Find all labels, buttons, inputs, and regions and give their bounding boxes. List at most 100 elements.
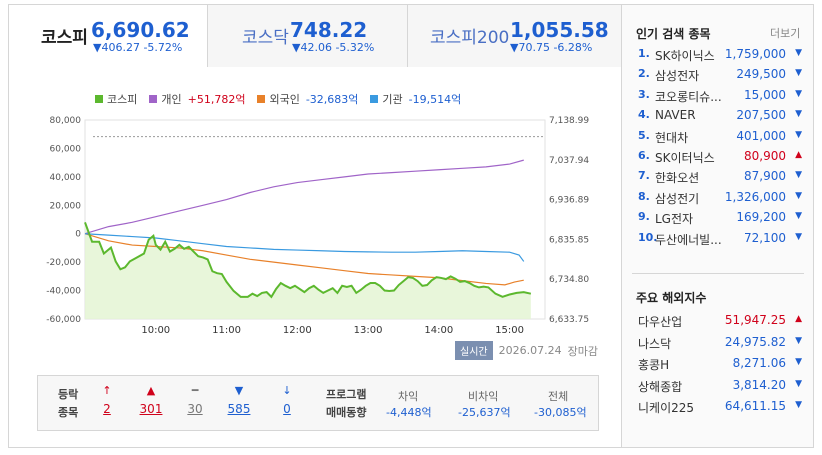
world-index-name[interactable]: 나스닥 [638, 336, 672, 351]
down-triangle-icon: ▼ [795, 231, 802, 242]
world-index-item[interactable]: 나스닥 24,975.82 ▼ [638, 335, 804, 355]
popular-item[interactable]: 5. 현대차 401,000 ▼ [638, 129, 804, 149]
popular-item[interactable]: 7. 한화오션 87,900 ▼ [638, 169, 804, 189]
world-index-name[interactable]: 홍콩H [638, 358, 670, 372]
falling-icon: ▼ [234, 384, 244, 397]
unchanged-count[interactable]: 30 [187, 402, 203, 416]
upper-limit-icon: ↑ [102, 384, 112, 397]
y-left-tick-label: 80,000 [50, 116, 82, 126]
series-line-기관 [84, 233, 525, 262]
tab-kosdaq[interactable]: 코스닥 748.22 ▼42.06 -5.32% [207, 5, 407, 67]
rank-number: 10. [638, 230, 658, 244]
world-index-value: 3,814.20 [732, 377, 786, 392]
popular-item[interactable]: 9. LG전자 169,200 ▼ [638, 210, 804, 230]
y-left-tick-label: 40,000 [50, 173, 82, 183]
tab-kosdaq-change: ▼42.06 -5.32% [292, 41, 375, 54]
right-sidebar: 인기 검색 종목 더보기 1. SK하이닉스 1,759,000 ▼ 2. 삼성전자 249… [621, 5, 813, 447]
program-nonarbitrage-head: 비차익 [468, 390, 499, 403]
stock-name[interactable]: 코오롱티슈... [655, 89, 722, 104]
realtime-info: 실시간 2026.07.24 장마감 [455, 341, 598, 360]
chart-legend: 코스피 개인 +51,782억 외국인 -32,683억 기관 -19,514억 [95, 91, 461, 107]
realtime-badge[interactable]: 실시간 [455, 341, 493, 360]
legend-item-individual[interactable]: 개인 +51,782억 [149, 91, 245, 107]
legend-name-individual: 개인 [161, 93, 182, 106]
down-triangle-icon: ▼ [795, 211, 802, 222]
stock-name[interactable]: NAVER [655, 108, 696, 123]
more-link[interactable]: 더보기 [770, 27, 801, 40]
rank-number: 6. [638, 149, 650, 162]
legend-value-individual: +51,782억 [187, 93, 246, 106]
tab-kosdaq-value: 748.22 [290, 18, 368, 42]
stock-price: 15,000 [744, 87, 786, 102]
legend-name-institution: 기관 [382, 93, 403, 106]
falling-count[interactable]: 585 [227, 402, 251, 416]
legend-swatch-individual [149, 95, 158, 103]
market-breadth-box: 등락 종목 ↑ 2 ▲ 301 ━ 30 ▼ 585 ↓ 0 프로그램 [37, 375, 599, 431]
legend-swatch-kospi [95, 95, 103, 103]
stock-name[interactable]: 한화오션 [655, 171, 700, 186]
kospi-area [85, 222, 531, 319]
world-index-value: 51,947.25 [724, 313, 786, 327]
down-triangle-icon: ▼ [795, 335, 802, 346]
y-right-tick-label: 6,835.85 [549, 235, 589, 245]
popular-title: 인기 검색 종목 [636, 27, 711, 41]
y-right-tick-label: 7,037.94 [549, 156, 589, 166]
breadth-unchanged: ━ 30 [180, 384, 210, 416]
popular-item[interactable]: 2. 삼성전자 249,500 ▼ [638, 67, 804, 87]
tab-kospi200-change: ▼70.75 -6.28% [510, 41, 593, 54]
world-index-item[interactable]: 다우산업 51,947.25 ▲ [638, 313, 804, 333]
world-index-name[interactable]: 다우산업 [638, 315, 683, 329]
world-index-value: 8,271.06 [732, 356, 786, 370]
upper-limit-count[interactable]: 2 [103, 402, 111, 416]
popular-item[interactable]: 10. 두산에너빌... 72,100 ▼ [638, 231, 804, 251]
series-line-개인 [84, 159, 524, 235]
stock-name[interactable]: SK이터닉스 [655, 151, 715, 165]
tab-kospi[interactable]: 코스피 6,690.62 ▼406.27 -5.72% [9, 5, 207, 67]
popular-item[interactable]: 6. SK이터닉스 80,900 ▲ [638, 149, 804, 169]
world-index-name[interactable]: 니케이225 [638, 401, 695, 415]
y-left-tick-label: -60,000 [46, 315, 81, 325]
stock-name[interactable]: SK하이닉스 [655, 49, 715, 63]
lower-limit-count[interactable]: 0 [283, 402, 291, 416]
rising-icon: ▲ [146, 384, 156, 397]
tab-kospi200[interactable]: 코스피200 1,055.58 ▼70.75 -6.28% [407, 5, 621, 67]
legend-item-institution[interactable]: 기관 -19,514억 [370, 91, 461, 107]
program-arbitrage-head: 차익 [398, 390, 419, 403]
program-total-head: 전체 [548, 390, 569, 403]
stock-price: 207,500 [736, 108, 786, 123]
market-status: 장마감 [567, 344, 598, 358]
legend-item-kospi[interactable]: 코스피 [95, 91, 137, 107]
rank-number: 9. [638, 210, 650, 224]
intraday-chart[interactable]: 80,000 60,000 40,000 20,000 0 -20,000 -40,000 -… [9, 105, 621, 335]
program-arbitrage-value: -4,448억 [386, 406, 432, 419]
popular-item[interactable]: 4. NAVER 207,500 ▼ [638, 108, 804, 128]
x-tick-label: 10:00 [141, 325, 170, 335]
popular-item[interactable]: 3. 코오롱티슈... 15,000 ▼ [638, 88, 804, 108]
y-left-tick-label: 0 [75, 230, 81, 240]
y-right-tick-label: 6,734.80 [549, 275, 589, 285]
stock-price: 72,100 [744, 230, 786, 245]
stock-price: 80,900 [744, 149, 786, 163]
market-main-panel: 코스피 6,690.62 ▼406.27 -5.72% 코스닥 748.22 ▼… [9, 5, 621, 447]
rank-number: 2. [638, 67, 650, 81]
rising-count[interactable]: 301 [139, 402, 163, 416]
world-index-item[interactable]: 상해종합 3,814.20 ▼ [638, 378, 804, 398]
program-label-line1: 프로그램 [326, 388, 367, 401]
world-index-name[interactable]: 상해종합 [638, 379, 683, 394]
stock-name[interactable]: 삼성전기 [655, 191, 700, 206]
down-triangle-icon: ▼ [795, 400, 802, 410]
program-total-value: -30,085억 [534, 406, 587, 419]
world-index-item[interactable]: 니케이225 64,611.15 ▼ [638, 399, 804, 419]
stock-name[interactable]: LG전자 [655, 212, 694, 227]
stock-name[interactable]: 현대차 [655, 130, 689, 145]
legend-item-foreign[interactable]: 외국인 -32,683억 [257, 91, 358, 107]
world-index-item[interactable]: 홍콩H 8,271.06 ▼ [638, 356, 804, 376]
program-nonarbitrage-value: -25,637억 [458, 406, 511, 419]
tab-kospi-value: 6,690.62 [91, 18, 190, 42]
popular-item[interactable]: 8. 삼성전기 1,326,000 ▼ [638, 190, 804, 210]
legend-swatch-institution [370, 95, 379, 103]
stock-name[interactable]: 삼성전자 [655, 69, 700, 84]
x-tick-label: 15:00 [495, 325, 524, 335]
popular-item[interactable]: 1. SK하이닉스 1,759,000 ▼ [638, 47, 804, 67]
stock-name[interactable]: 두산에너빌... [655, 232, 722, 247]
